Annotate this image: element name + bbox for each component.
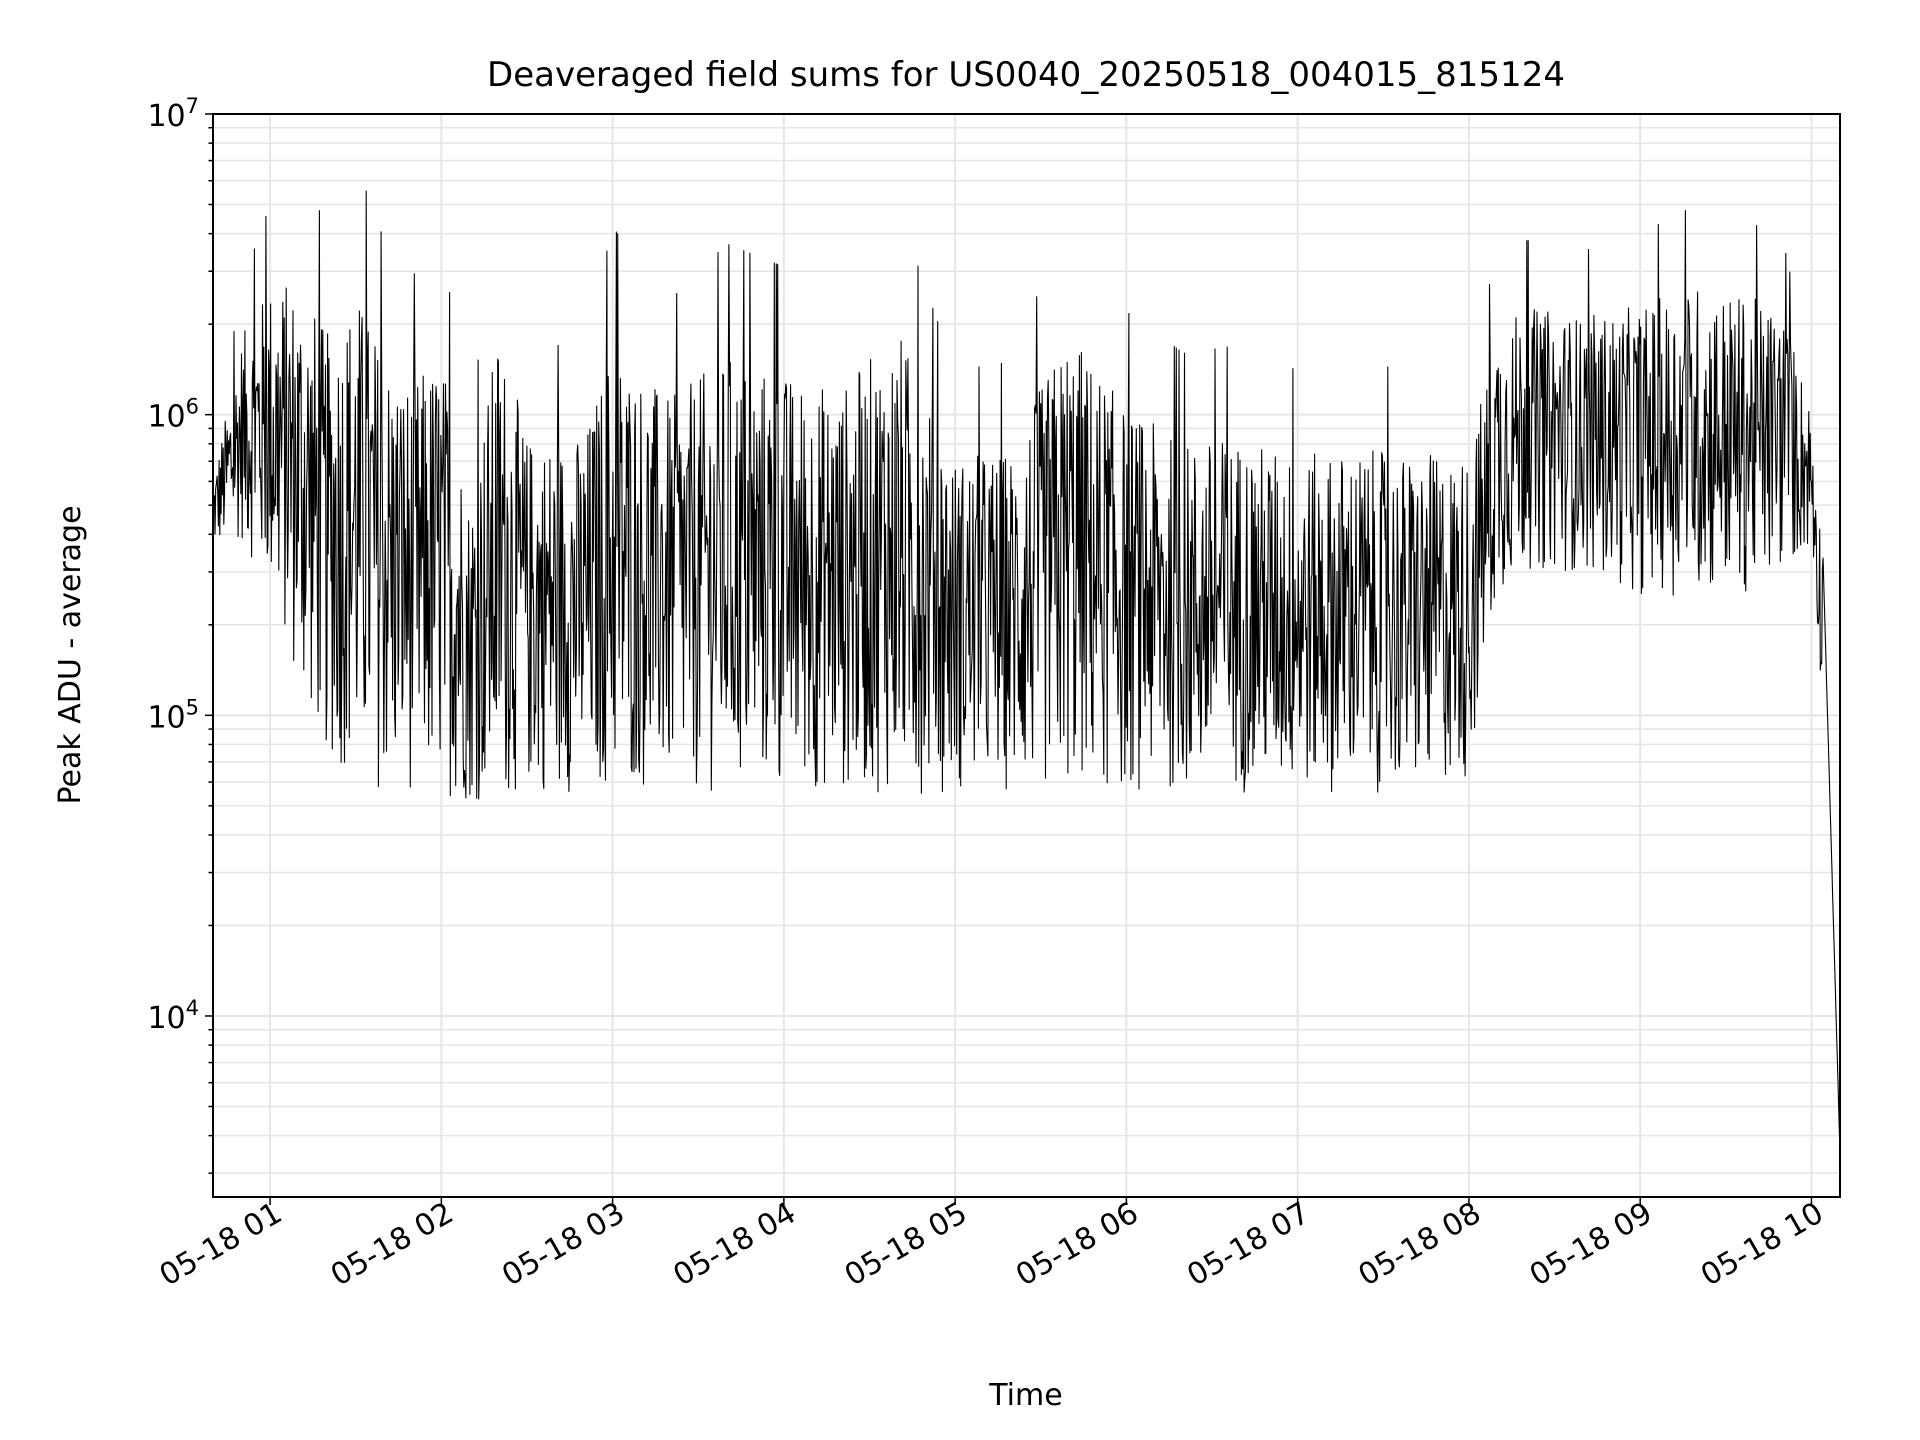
y-tick-label: 107 (147, 94, 199, 134)
y-tick-label: 105 (147, 695, 199, 735)
chart-title: Deaveraged field sums for US0040_2025051… (487, 55, 1565, 95)
y-axis-label: Peak ADU - average (53, 505, 88, 804)
series-group (212, 190, 1841, 1154)
x-axis-label: Time (988, 1378, 1062, 1413)
data-line (212, 190, 1841, 1154)
y-tick-label: 106 (147, 395, 199, 435)
y-tick-label: 104 (147, 996, 199, 1036)
plot-frame (212, 113, 1841, 1198)
